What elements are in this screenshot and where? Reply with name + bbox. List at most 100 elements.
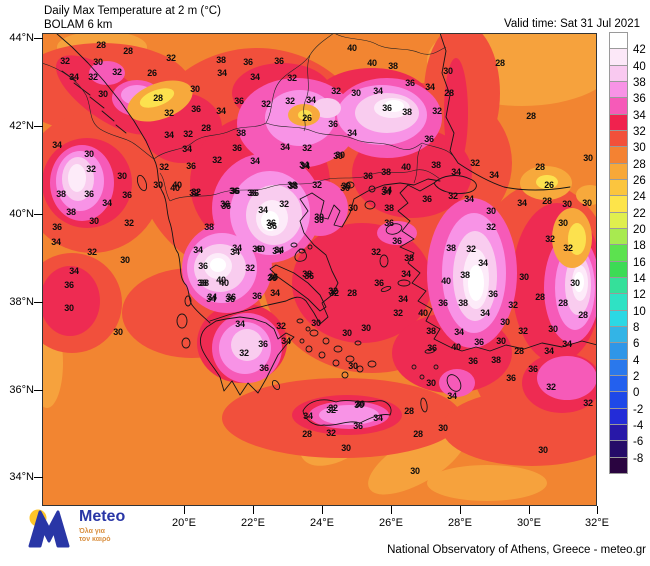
contour-label: 30 [348, 203, 358, 213]
contour-label: 36 [232, 143, 242, 153]
lon-label: 32°E [585, 517, 609, 529]
contour-label: 32 [287, 73, 297, 83]
contour-label: 28 [578, 310, 588, 320]
map-area [12, 16, 622, 506]
contour-label: 34 [193, 245, 203, 255]
logo-wordmark: Meteo [79, 508, 126, 525]
contour-label: 32 [302, 143, 312, 153]
contour-label: 30 [410, 466, 420, 476]
contour-label: 36 [382, 103, 392, 113]
colorbar-box [609, 391, 628, 409]
lon-label: 26°E [379, 517, 403, 529]
contour-label: 32 [470, 158, 480, 168]
contour-label: 34 [281, 336, 291, 346]
contour-label: 36 [374, 278, 384, 288]
contour-label: 30 [562, 199, 572, 209]
lat-label: 42°N [9, 120, 34, 132]
colorbar-label: 12 [633, 289, 646, 302]
contour-label: 38 [491, 355, 501, 365]
contour-label: 34 [306, 95, 316, 105]
colorbar-label: -4 [633, 419, 644, 432]
contour-label: 36 [363, 171, 373, 181]
model-name: BOLAM 6 km [44, 19, 113, 31]
contour-label: 38 [204, 222, 214, 232]
contour-label: 36 [234, 96, 244, 106]
contour-label: 40 [441, 276, 451, 286]
contour-label: 32 [87, 247, 97, 257]
contour-label: 26 [302, 113, 312, 123]
contour-label: 26 [544, 180, 554, 190]
contour-label: 34 [454, 327, 464, 337]
contour-label: 32 [245, 263, 255, 273]
colorbar-label: 38 [633, 76, 646, 89]
contour-label: 38 [197, 278, 207, 288]
contour-label: 34 [102, 198, 112, 208]
hot-cores [68, 98, 588, 309]
contour-label: 32 [189, 188, 199, 198]
contour-label: 34 [182, 144, 192, 154]
contour-label: 40 [219, 278, 229, 288]
contour-label: 32 [124, 218, 134, 228]
contour-label: 36 [488, 289, 498, 299]
contour-label: 30 [98, 89, 108, 99]
contour-label: 32 [329, 288, 339, 298]
country-borders [41, 32, 459, 202]
contour-label: 38 [236, 128, 246, 138]
colorbar-box [609, 358, 628, 376]
contour-label: 36 [468, 356, 478, 366]
colorbar [609, 32, 628, 474]
contour-label: 30 [486, 206, 496, 216]
map-title: Daily Max Temperature at 2 m (°C) [44, 5, 221, 17]
colorbar-box [609, 113, 628, 131]
colorbar-label: 30 [633, 142, 646, 155]
contour-label: 28 [444, 88, 454, 98]
temperature-map-svg [12, 16, 622, 506]
contour-label: 36 [328, 119, 338, 129]
contour-label: 32 [448, 191, 458, 201]
contour-label: 34 [373, 86, 383, 96]
colorbar-label: 26 [633, 174, 646, 187]
contour-label: 32 [508, 300, 518, 310]
contour-label: 34 [164, 130, 174, 140]
contour-label: 30 [355, 399, 365, 409]
colorbar-label: 4 [633, 354, 640, 367]
contour-label: 28 [535, 292, 545, 302]
colorbar-box [609, 146, 628, 164]
contour-label: 36 [438, 298, 448, 308]
contour-label: 34 [250, 156, 260, 166]
contour-label: 32 [466, 244, 476, 254]
contour-label: 32 [159, 162, 169, 172]
contour-label: 30 [113, 327, 123, 337]
contour-label: 40 [170, 183, 180, 193]
contour-label: 34 [232, 243, 242, 253]
contour-label: 36 [220, 199, 230, 209]
contour-label: 36 [122, 190, 132, 200]
contour-label: 30 [426, 378, 436, 388]
lat-tick [34, 38, 43, 39]
lon-tick [529, 506, 530, 514]
contour-label: 30 [117, 171, 127, 181]
contour-label: 30 [311, 318, 321, 328]
colorbar-label: 42 [633, 44, 646, 57]
colorbar-box [609, 407, 628, 425]
contour-label: 34 [235, 319, 245, 329]
contour-label: 32 [312, 180, 322, 190]
contour-label: 36 [247, 188, 257, 198]
contour-label: 34 [401, 269, 411, 279]
lon-tick [184, 506, 185, 514]
contour-label: 34 [51, 237, 61, 247]
colorbar-label: 6 [633, 338, 640, 351]
title-block: Daily Max Temperature at 2 m (°C) BOLAM … [44, 4, 221, 32]
contour-label: 28 [535, 162, 545, 172]
colorbar-box [609, 129, 628, 148]
contour-label: 30 [582, 198, 592, 208]
contour-label: 40 [347, 43, 357, 53]
contour-label: 34 [52, 140, 62, 150]
contour-label: 28 [153, 93, 163, 103]
contour-label: 34 [447, 391, 457, 401]
colorbar-label: 40 [633, 60, 646, 73]
colorbar-label: 18 [633, 240, 646, 253]
colorbar-box [609, 178, 628, 197]
contour-label: 36 [186, 161, 196, 171]
lon-label: 22°E [241, 517, 265, 529]
